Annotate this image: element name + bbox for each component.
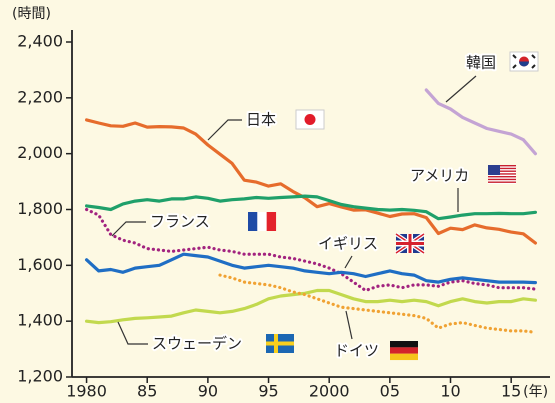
y-tick-label: 1,600	[17, 255, 63, 274]
flag-icon	[488, 165, 516, 184]
series-label: アメリカ	[410, 167, 469, 185]
flag	[257, 212, 267, 231]
flag	[266, 334, 294, 353]
x-tick-label: 90	[198, 382, 218, 401]
series-label: 日本	[246, 111, 276, 129]
flag	[488, 173, 516, 175]
series-line	[85, 288, 537, 325]
leader-line	[111, 221, 146, 237]
x-tick-label: 15	[501, 382, 521, 401]
y-tick-label: 1,400	[17, 311, 63, 330]
x-tick-label: 1980	[66, 382, 107, 401]
y-tick-label: 2,000	[17, 143, 63, 162]
series-label: 韓国	[466, 54, 496, 72]
x-tick-label: 05	[380, 382, 400, 401]
series-line	[85, 194, 537, 221]
flag	[512, 54, 536, 69]
y-tick-label: 1,200	[17, 367, 63, 386]
flag	[304, 114, 316, 125]
flag	[488, 178, 516, 181]
leader-line	[117, 321, 148, 345]
x-tick-label: 95	[258, 382, 278, 401]
flag	[390, 353, 418, 361]
flag-icon	[248, 212, 277, 231]
flag-icon	[390, 341, 418, 361]
x-tick-label: 2000	[309, 382, 350, 401]
flag-icon	[394, 232, 426, 255]
leader-line	[445, 75, 477, 103]
series-label: フランス	[150, 213, 210, 231]
flag	[488, 170, 516, 172]
y-tick-label: 2,400	[17, 32, 63, 51]
flag	[390, 341, 418, 348]
flag	[390, 347, 418, 354]
flag	[488, 176, 516, 178]
leader-line	[344, 255, 353, 269]
flag-icon	[295, 109, 325, 130]
flag	[248, 212, 258, 231]
flag-icon	[266, 334, 294, 353]
series-label: ドイツ	[334, 342, 379, 360]
y-axis-label: (時間)	[12, 6, 51, 22]
series-line	[218, 273, 537, 334]
flag	[396, 234, 424, 253]
flag	[266, 212, 277, 231]
flag	[488, 165, 500, 175]
series-line	[85, 118, 537, 245]
flag	[488, 165, 516, 167]
series-label: スウェーデン	[152, 335, 242, 353]
x-tick-label: 85	[137, 382, 157, 401]
flag	[488, 167, 516, 170]
series-label: イギリス	[318, 235, 378, 253]
y-tick-label: 1,800	[17, 199, 63, 218]
series-line	[85, 207, 537, 293]
flag-icon	[509, 51, 539, 72]
leader-line	[345, 310, 353, 340]
flag	[519, 61, 529, 67]
x-axis-label: (年)	[523, 384, 548, 400]
leader-line	[207, 119, 242, 141]
y-tick-label: 2,200	[17, 87, 63, 106]
flag	[488, 181, 516, 183]
x-tick-label: 10	[440, 382, 460, 401]
series-line	[85, 252, 537, 285]
series-line	[424, 88, 537, 156]
